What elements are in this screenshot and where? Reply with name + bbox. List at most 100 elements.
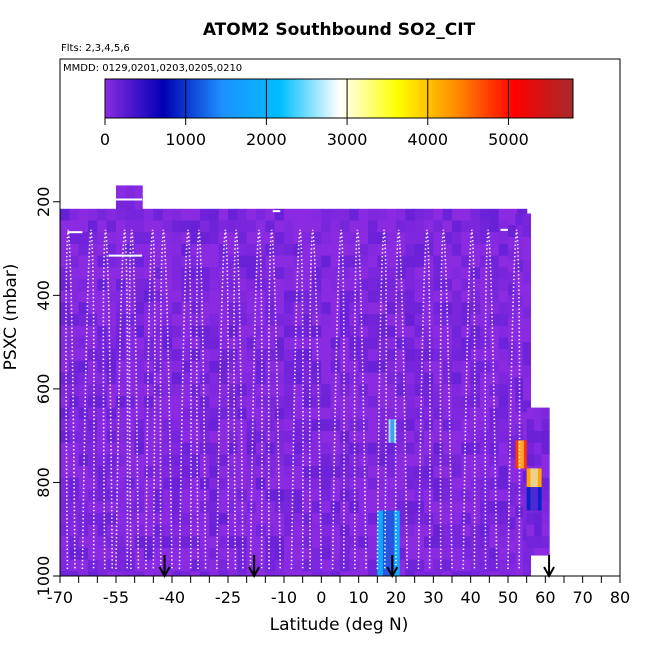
heatmap-cell (134, 220, 145, 233)
heatmap-cell (489, 571, 500, 576)
heatmap-cell (349, 314, 360, 327)
heatmap-cell (144, 395, 154, 409)
heatmap-cell (302, 267, 313, 280)
heatmap-cell (144, 314, 154, 327)
heatmap-cell (153, 349, 164, 362)
heatmap-cell (88, 208, 98, 222)
heatmap-cell (442, 547, 453, 561)
heatmap-cell (97, 349, 108, 362)
heatmap-cell (106, 325, 117, 339)
heatmap-cell (396, 501, 406, 514)
heatmap-cell (508, 271, 517, 285)
heatmap-cell (340, 442, 350, 455)
heatmap-cell (368, 489, 378, 502)
heatmap-cell (190, 232, 201, 245)
heatmap-cell (396, 407, 406, 420)
heatmap-cell (433, 547, 444, 561)
heatmap-cell (541, 547, 550, 556)
heatmap-cell (284, 571, 294, 576)
heatmap-cell (69, 337, 80, 350)
heatmap-cell (386, 489, 397, 502)
heatmap-cell (181, 477, 192, 491)
colorbar: 0 1000 2000 3000 4000 5000 (100, 78, 574, 149)
heatmap-cell (489, 267, 500, 280)
heatmap-cell (218, 395, 229, 409)
heatmap-cell (256, 349, 266, 362)
heatmap-cell (442, 407, 453, 420)
arrow-head (386, 566, 399, 579)
heatmap-cell (461, 208, 472, 222)
heatmap-cell (498, 454, 509, 467)
heatmap-cell (256, 243, 266, 257)
heatmap-cell (218, 278, 229, 292)
heatmap-cell (414, 430, 425, 444)
heatmap-cell (330, 314, 341, 327)
x-tick-label: -10 (271, 588, 297, 607)
heatmap-cell (377, 466, 388, 479)
heatmap-cell (470, 349, 481, 362)
heatmap-cell (414, 302, 425, 315)
heatmap-cell (522, 248, 531, 261)
heatmap-cell (209, 395, 220, 409)
heatmap-cell (452, 395, 462, 409)
heatmap-cell (209, 220, 220, 233)
heatmap-cell (274, 255, 285, 268)
heatmap-cell (321, 466, 332, 479)
heatmap-cell (172, 524, 182, 537)
heatmap-cell (293, 419, 304, 432)
x-tick-label: 80 (610, 588, 630, 607)
heatmap-cell (522, 377, 531, 390)
heatmap-cell (134, 384, 145, 397)
heatmap-cell (246, 314, 257, 327)
heatmap-cell (541, 501, 550, 514)
heatmap-cell (190, 477, 201, 491)
heatmap-cell (498, 372, 509, 385)
heatmap-cell (237, 524, 248, 537)
heatmap-cell (106, 547, 117, 561)
heatmap-cell (386, 243, 397, 257)
heatmap-cell (284, 524, 294, 537)
heatmap-cell (312, 477, 322, 491)
heatmap-cell (522, 260, 531, 273)
heatmap-cell (88, 454, 98, 467)
heatmap-cell (69, 571, 80, 576)
heatmap-cell (293, 559, 304, 572)
heatmap-cell (60, 372, 70, 385)
heatmap-cell (498, 255, 509, 268)
heatmap-cell (125, 349, 136, 362)
heatmap-cell (60, 232, 70, 245)
heatmap-cell (396, 477, 406, 491)
heatmap-cell (452, 360, 462, 374)
heatmap-cell (274, 384, 285, 397)
heatmap-cell (321, 360, 332, 374)
heatmap-cell (144, 489, 154, 502)
heatmap-cell (106, 512, 117, 526)
heatmap-cell (405, 325, 416, 339)
heatmap-cell (522, 388, 531, 402)
heatmap-cell (340, 232, 350, 245)
heatmap-cell (228, 524, 238, 537)
heatmap-cell (209, 536, 220, 549)
heatmap-cell (190, 501, 201, 514)
heatmap-cell (274, 524, 285, 537)
heatmap-cell (265, 220, 276, 233)
heatmap-cell (312, 489, 322, 502)
heatmap-cell (218, 559, 229, 572)
heatmap-cell (78, 220, 89, 233)
heatmap-cell (200, 407, 210, 420)
heatmap-cell (200, 278, 210, 292)
heatmap-cell (368, 302, 378, 315)
heatmap-cell (515, 248, 524, 261)
heatmap-cell (541, 477, 550, 491)
heatmap-cell (265, 372, 276, 385)
heatmap-cell (97, 243, 108, 257)
heatmap-cell (396, 419, 406, 432)
heatmap-cell (508, 564, 517, 576)
heatmap-cell (442, 372, 453, 385)
heatmap-cell (461, 524, 472, 537)
heatmap-cell (489, 372, 500, 385)
heatmap-cell (200, 419, 210, 432)
heatmap-cell (368, 430, 378, 444)
heatmap-cell (442, 512, 453, 526)
heatmap-cell (144, 524, 154, 537)
